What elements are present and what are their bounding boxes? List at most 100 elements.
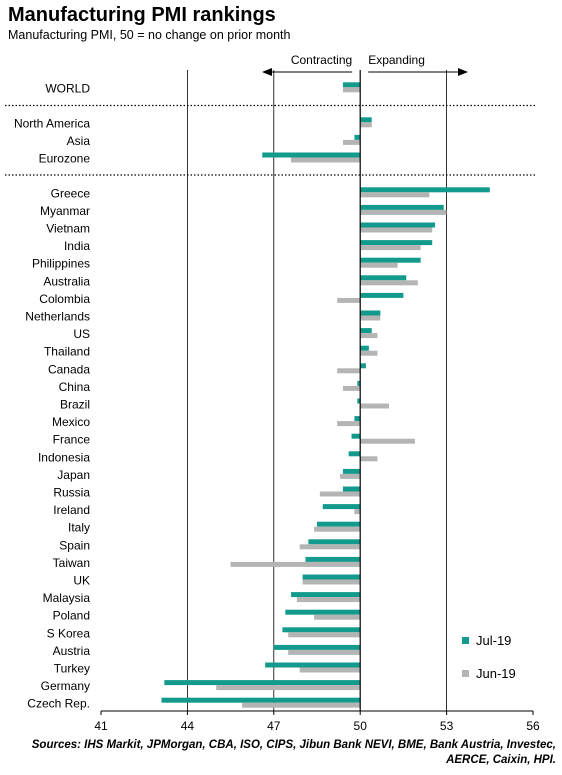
category-label: Spain [59, 538, 90, 552]
bar-jul-19 [357, 380, 361, 386]
bar-jul-19 [354, 416, 361, 422]
bar-jun-19 [360, 456, 378, 462]
bar-jun-19 [337, 368, 361, 374]
bar-jul-19 [305, 556, 361, 562]
category-labels: WORLD North America Asia Eurozone Greece Myan… [14, 81, 90, 710]
bar-jul-19 [360, 310, 381, 316]
category-label: Russia [53, 486, 90, 500]
bar-jul-19 [360, 345, 369, 351]
legend-label: Jun-19 [476, 666, 516, 681]
bar-jul-19 [360, 292, 404, 298]
category-label: Mexico [52, 415, 90, 429]
category-label: Germany [41, 679, 90, 693]
bar-jun-19 [337, 421, 361, 427]
bar-jul-19 [322, 504, 361, 510]
legend-swatch [462, 637, 469, 644]
bar-jul-19 [282, 627, 361, 633]
bar-jul-19 [342, 82, 361, 88]
group-separators [5, 104, 535, 176]
category-label: Thailand [44, 345, 90, 359]
contracting-label: Contracting [291, 53, 352, 67]
category-label: US [73, 327, 90, 341]
x-tick-label: 50 [354, 719, 368, 733]
bar-jun-19 [360, 438, 415, 444]
bar-jul-19 [273, 644, 361, 650]
axes: 41 44 47 50 53 56 [94, 70, 540, 733]
bar-jun-19 [360, 245, 421, 251]
direction-annotation: Contracting Expanding [262, 53, 468, 76]
bar-jun-19 [360, 280, 418, 286]
bar-jun-19 [342, 87, 361, 93]
bar-jun-19 [354, 509, 361, 515]
category-label: Indonesia [38, 450, 90, 464]
bar-jul-19 [302, 574, 361, 580]
category-label: North America [14, 116, 90, 130]
chart-plot: 41 44 47 50 53 56 WORLD North America Asia Euroz… [5, 53, 540, 733]
bar-jun-19 [230, 561, 361, 567]
category-label: S Korea [47, 626, 91, 640]
bar-jun-19 [291, 157, 361, 163]
bar-jul-19 [360, 363, 366, 369]
category-label: Philippines [32, 257, 90, 271]
bar-jun-19 [342, 385, 361, 391]
arrow-left-icon [262, 68, 272, 76]
bar-jun-19 [302, 579, 361, 585]
bar-jun-19 [288, 632, 361, 638]
category-label: Colombia [39, 292, 90, 306]
x-tick-label: 56 [526, 719, 540, 733]
bar-jul-19 [360, 204, 444, 210]
category-label: Australia [43, 274, 90, 288]
bar-jul-19 [161, 697, 361, 703]
bar-jul-19 [164, 680, 361, 686]
bar-jul-19 [360, 257, 421, 263]
bar-jul-19 [348, 451, 361, 457]
category-label: India [64, 239, 90, 253]
bars [161, 82, 490, 708]
x-tick-label: 53 [440, 719, 454, 733]
sources-note: Sources: IHS Markit, JPMorgan, CBA, ISO,… [31, 739, 556, 766]
category-label: Netherlands [25, 310, 90, 324]
category-label: Ireland [53, 503, 90, 517]
legend: Jul-19 Jun-19 [462, 633, 516, 681]
bar-jun-19 [299, 544, 361, 550]
category-label: Canada [48, 362, 90, 376]
category-label: Taiwan [53, 556, 90, 570]
bar-jun-19 [360, 350, 378, 356]
category-label: Italy [68, 521, 90, 535]
category-label: WORLD [45, 81, 90, 95]
bar-jul-19 [262, 152, 361, 158]
bar-jun-19 [319, 491, 361, 497]
category-label: Greece [51, 186, 91, 200]
bar-jul-19 [265, 662, 361, 668]
bar-jul-19 [360, 240, 433, 246]
bar-jun-19 [314, 614, 361, 620]
bar-jun-19 [360, 403, 389, 409]
category-label: China [59, 380, 91, 394]
bar-jun-19 [360, 262, 398, 268]
category-label: Poland [53, 609, 90, 623]
bar-jul-19 [360, 187, 490, 193]
bar-jul-19 [342, 468, 361, 474]
bar-jul-19 [360, 275, 407, 281]
category-label: Myanmar [40, 204, 90, 218]
bar-jun-19 [299, 667, 361, 673]
x-tick-label: 41 [94, 719, 108, 733]
bar-jun-19 [360, 333, 378, 339]
chart-title: Manufacturing PMI rankings [8, 4, 276, 26]
bar-jun-19 [314, 526, 361, 532]
expanding-label: Expanding [368, 53, 425, 67]
bar-jul-19 [308, 539, 361, 545]
bar-jul-19 [360, 222, 436, 228]
category-label: Asia [67, 134, 91, 148]
legend-swatch [462, 670, 469, 677]
bar-jul-19 [354, 134, 361, 140]
category-label: Eurozone [39, 152, 91, 166]
bar-jun-19 [288, 649, 361, 655]
bar-jun-19 [360, 122, 372, 128]
category-label: Vietnam [46, 222, 90, 236]
category-label: Japan [57, 468, 90, 482]
bar-jun-19 [342, 139, 361, 145]
bar-jul-19 [360, 328, 372, 334]
category-label: Malaysia [43, 591, 91, 605]
bar-jul-19 [285, 609, 361, 615]
